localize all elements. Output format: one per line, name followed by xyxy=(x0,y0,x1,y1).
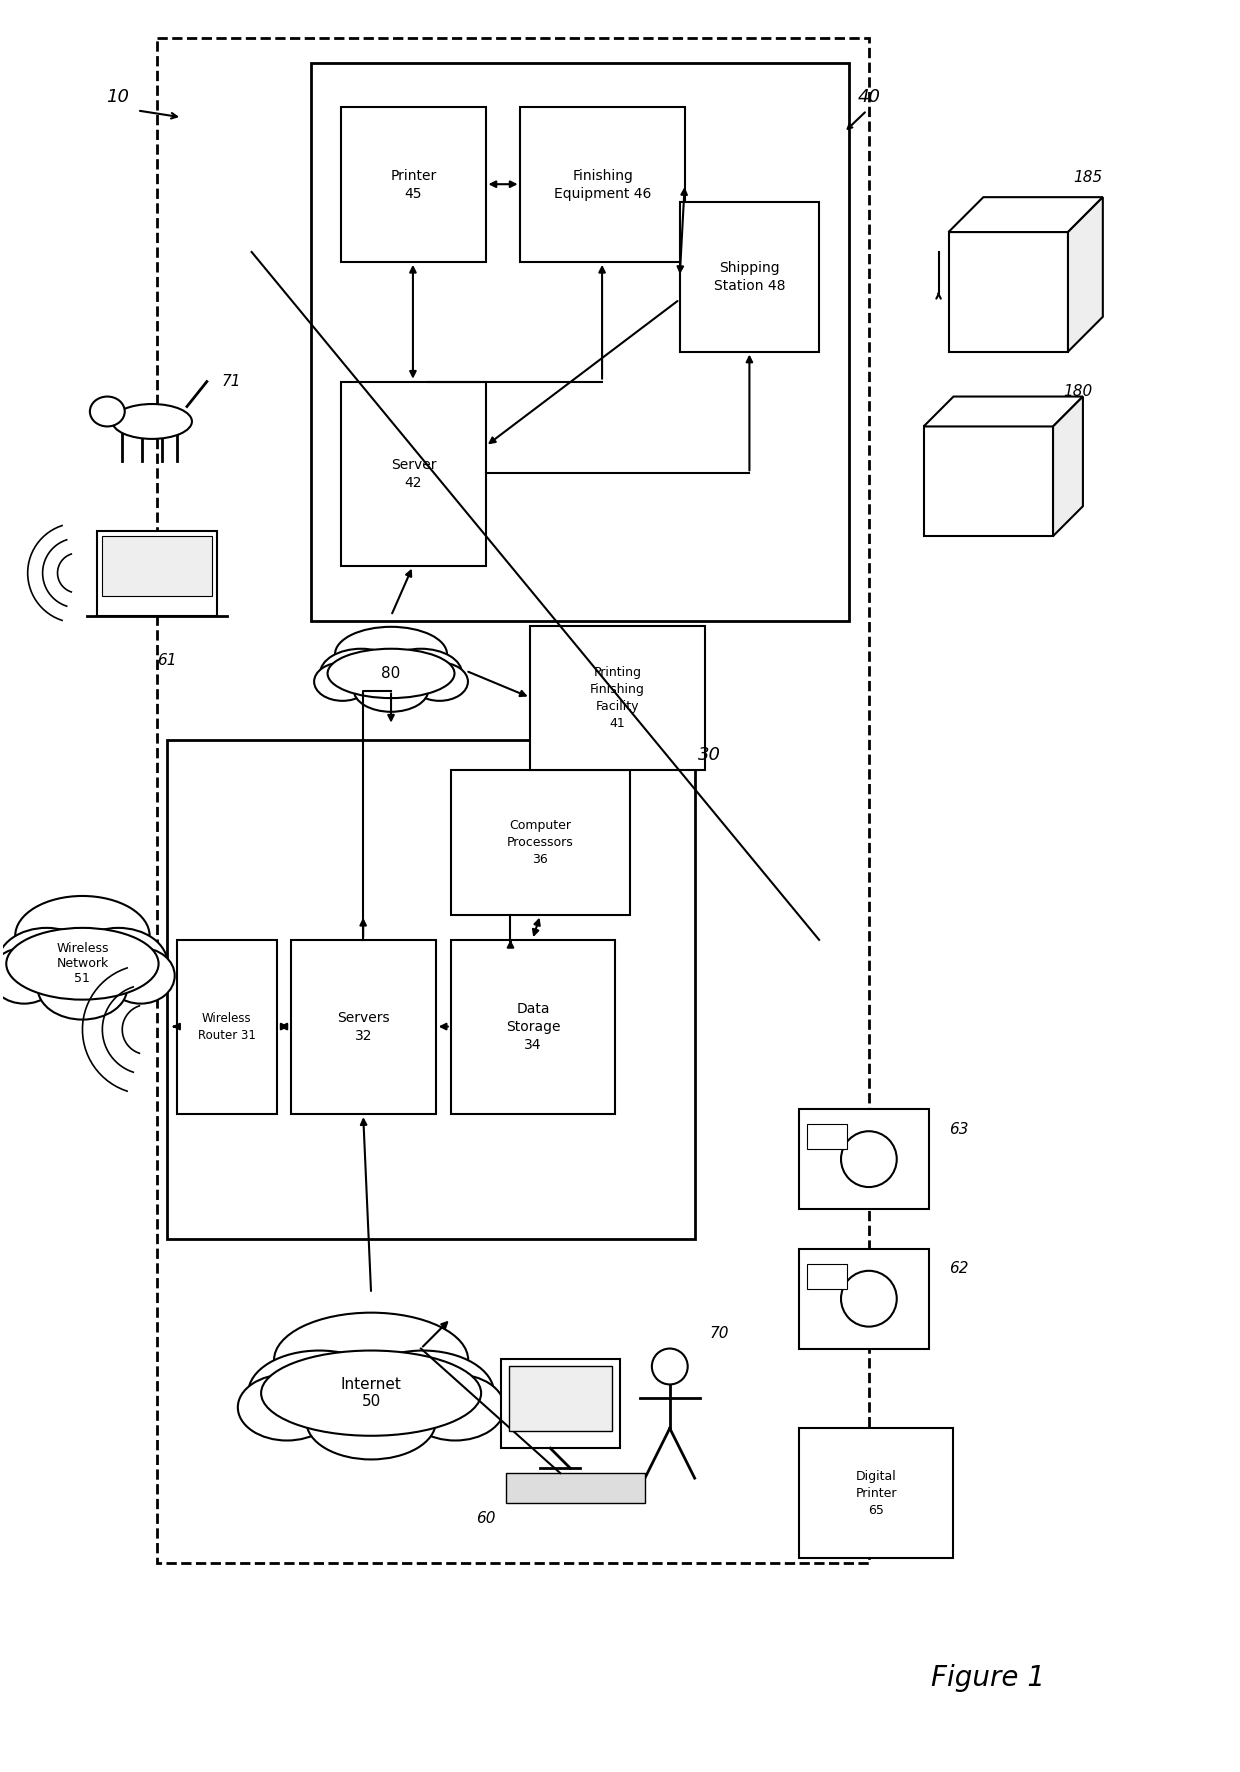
Text: Data
Storage
34: Data Storage 34 xyxy=(506,1001,560,1053)
Ellipse shape xyxy=(15,897,150,976)
Bar xyxy=(103,537,212,595)
Ellipse shape xyxy=(0,948,58,1003)
Bar xyxy=(531,626,704,771)
Text: 71: 71 xyxy=(222,374,242,390)
Bar xyxy=(508,1366,613,1432)
Ellipse shape xyxy=(412,663,467,702)
Text: 10: 10 xyxy=(105,89,129,106)
Bar xyxy=(291,939,435,1115)
Circle shape xyxy=(841,1271,897,1327)
Text: Finishing
Equipment 46: Finishing Equipment 46 xyxy=(554,168,651,200)
Ellipse shape xyxy=(306,1384,435,1460)
Text: Computer
Processors
36: Computer Processors 36 xyxy=(507,819,574,867)
Text: Wireless
Router 31: Wireless Router 31 xyxy=(198,1012,255,1042)
Text: 70: 70 xyxy=(709,1325,729,1341)
Bar xyxy=(501,1359,620,1448)
Bar xyxy=(924,427,1053,537)
Text: Internet
50: Internet 50 xyxy=(341,1377,402,1409)
Ellipse shape xyxy=(238,1375,336,1441)
Text: Server
42: Server 42 xyxy=(391,457,436,491)
Bar xyxy=(341,108,486,262)
Text: Printer
45: Printer 45 xyxy=(391,168,436,200)
Bar xyxy=(800,1428,954,1558)
Ellipse shape xyxy=(405,1375,505,1441)
Ellipse shape xyxy=(107,948,175,1003)
Ellipse shape xyxy=(113,404,192,439)
Text: 180: 180 xyxy=(1064,385,1092,399)
Bar xyxy=(800,1249,929,1348)
Circle shape xyxy=(652,1348,688,1384)
Text: 61: 61 xyxy=(157,654,177,668)
Ellipse shape xyxy=(6,929,159,999)
Circle shape xyxy=(841,1131,897,1187)
Text: 60: 60 xyxy=(476,1510,495,1526)
Ellipse shape xyxy=(352,1350,494,1435)
Ellipse shape xyxy=(353,668,428,712)
Polygon shape xyxy=(1068,197,1102,351)
Ellipse shape xyxy=(262,1350,481,1435)
Bar xyxy=(807,1123,847,1150)
Ellipse shape xyxy=(379,649,463,698)
Polygon shape xyxy=(924,397,1083,427)
Text: Digital
Printer
65: Digital Printer 65 xyxy=(856,1469,897,1517)
Text: Shipping
Station 48: Shipping Station 48 xyxy=(714,260,785,292)
Bar xyxy=(807,1263,847,1288)
Bar xyxy=(167,741,694,1239)
Polygon shape xyxy=(1053,397,1083,537)
Text: Wireless
Network
51: Wireless Network 51 xyxy=(56,943,109,985)
Bar xyxy=(451,939,615,1115)
Text: 62: 62 xyxy=(949,1262,968,1276)
Text: Printing
Finishing
Facility
41: Printing Finishing Facility 41 xyxy=(590,666,645,730)
Bar xyxy=(949,232,1068,351)
Polygon shape xyxy=(949,197,1102,232)
Bar xyxy=(177,939,277,1115)
Ellipse shape xyxy=(320,649,402,698)
Bar xyxy=(311,62,849,620)
Ellipse shape xyxy=(327,649,455,698)
Bar xyxy=(680,202,820,351)
Ellipse shape xyxy=(37,955,128,1019)
Bar xyxy=(506,1473,645,1503)
Ellipse shape xyxy=(274,1313,469,1407)
Ellipse shape xyxy=(0,929,95,999)
Bar xyxy=(451,771,630,914)
Ellipse shape xyxy=(89,397,125,427)
Ellipse shape xyxy=(248,1350,391,1435)
Bar xyxy=(800,1109,929,1209)
Bar xyxy=(341,381,486,565)
Text: Servers
32: Servers 32 xyxy=(337,1010,389,1044)
Text: 185: 185 xyxy=(1074,170,1102,184)
Bar xyxy=(521,108,684,262)
Ellipse shape xyxy=(69,929,167,999)
Text: 80: 80 xyxy=(382,666,401,680)
Bar xyxy=(98,532,217,617)
Ellipse shape xyxy=(335,627,448,682)
Text: 63: 63 xyxy=(949,1122,968,1136)
Bar xyxy=(157,37,869,1563)
Text: 40: 40 xyxy=(857,89,880,106)
Text: 30: 30 xyxy=(698,746,722,764)
Text: Figure 1: Figure 1 xyxy=(931,1664,1045,1692)
Ellipse shape xyxy=(314,663,371,702)
